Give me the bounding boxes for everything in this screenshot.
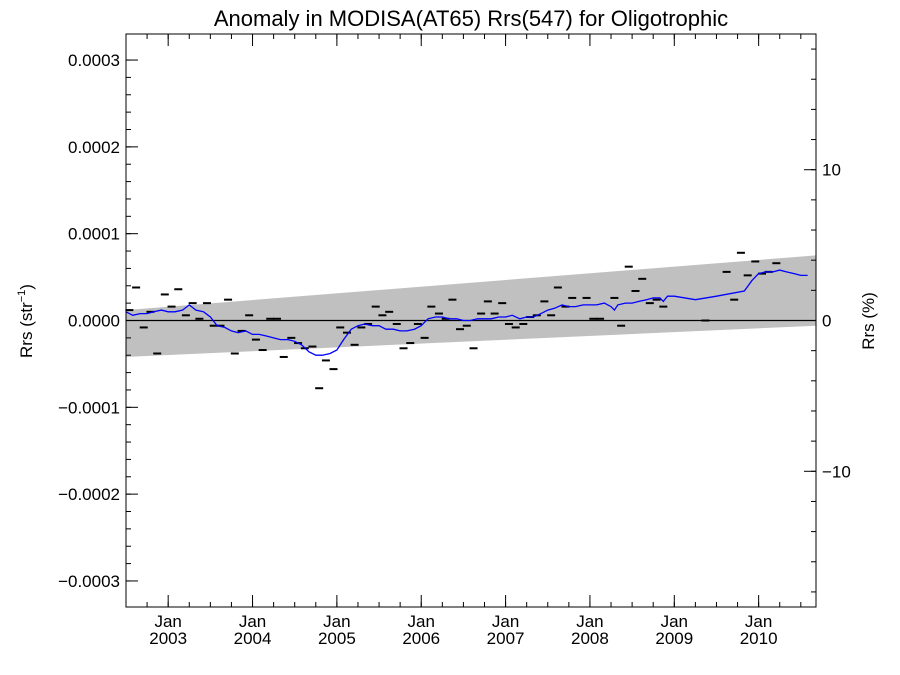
running-mean-line xyxy=(125,269,808,356)
y-axis-label-left-base: Rrs (str xyxy=(17,302,36,358)
y-tick-label-left: 0.0002 xyxy=(68,138,120,157)
x-tick-label-year: 2007 xyxy=(487,629,525,648)
x-tick-label-year: 2009 xyxy=(655,629,693,648)
y-tick-label-left: 0.0003 xyxy=(68,51,120,70)
y-tick-label-left: 0.0000 xyxy=(68,312,120,331)
y-tick-label-right: 10 xyxy=(822,161,841,180)
x-tick-label-year: 2004 xyxy=(234,629,272,648)
x-tick-label-month: Jan xyxy=(239,612,266,631)
y-tick-label-left: −0.0003 xyxy=(58,572,120,591)
y-axis-label-left-close: ) xyxy=(17,284,36,290)
x-tick-label-year: 2008 xyxy=(571,629,609,648)
y-tick-label-left: −0.0001 xyxy=(58,398,120,417)
x-tick-label-year: 2010 xyxy=(740,629,778,648)
y-tick-label-right: 0 xyxy=(822,312,831,331)
x-tick-label-month: Jan xyxy=(323,612,350,631)
y-tick-label-left: −0.0002 xyxy=(58,485,120,504)
y-tick-label-left: 0.0001 xyxy=(68,225,120,244)
x-tick-label-year: 2005 xyxy=(318,629,356,648)
y-axis-label-right: Rrs (%) xyxy=(859,292,878,350)
y-axis-label-left: Rrs (str−1) xyxy=(16,284,36,358)
x-tick-label-month: Jan xyxy=(492,612,519,631)
x-tick-label-year: 2003 xyxy=(149,629,187,648)
x-tick-label-year: 2006 xyxy=(402,629,440,648)
y-axis-label-left-superscript: −1 xyxy=(16,290,28,303)
x-tick-label-month: Jan xyxy=(576,612,603,631)
axis-ticks: 0.0003 0.0002 0.0001 0.0000 −0.0001 −0.0002 −0… xyxy=(58,34,851,648)
uncertainty-band xyxy=(126,255,816,357)
x-tick-label-month: Jan xyxy=(745,612,772,631)
x-tick-label-month: Jan xyxy=(154,612,181,631)
plot-area xyxy=(125,251,816,390)
chart-title: Anomaly in MODISA(AT65) Rrs(547) for Oli… xyxy=(214,6,728,31)
y-tick-label-right: −10 xyxy=(822,462,851,481)
x-tick-label-month: Jan xyxy=(408,612,435,631)
x-tick-label-month: Jan xyxy=(661,612,688,631)
